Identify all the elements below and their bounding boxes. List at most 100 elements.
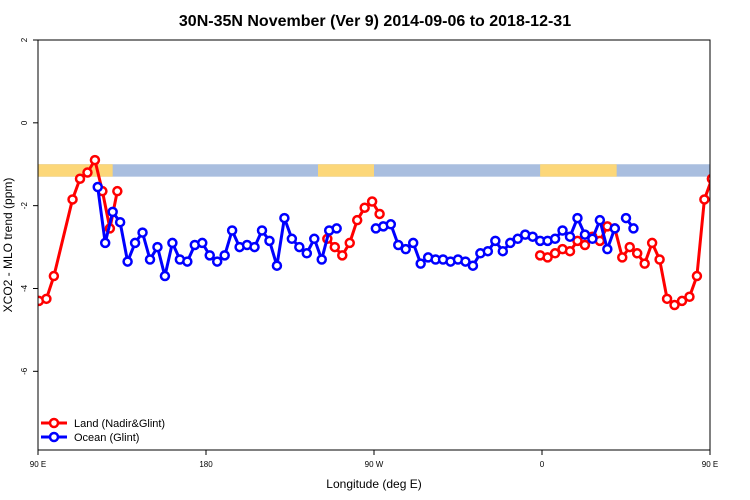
series-1-point-0-4	[122, 256, 133, 267]
series-1-point-2-2	[579, 229, 591, 240]
series-1-point-0-3	[114, 216, 126, 228]
series-1-point-0-18	[226, 225, 238, 236]
series-1-point-1-18	[505, 237, 516, 249]
series-1-point-1-13	[467, 260, 479, 271]
series-1-point-0-0	[92, 181, 103, 193]
band-land-1	[318, 164, 374, 177]
series-1-point-0-5	[129, 237, 141, 249]
series-0-point-1-2	[337, 250, 348, 261]
series-0-point-2-24	[715, 169, 723, 177]
series-0-point-1-4	[351, 214, 363, 226]
series-0-point-0-5	[82, 167, 93, 178]
series-1-point-1-25	[557, 225, 568, 236]
series-1-point-0-9	[159, 270, 171, 282]
series-1-point-4-3	[743, 218, 750, 226]
series-1-point-0-24	[271, 260, 283, 271]
series-1-point-1-16	[490, 235, 501, 247]
legend-item-ocean: Ocean (Glint)	[41, 431, 139, 444]
series-0-point-2-11	[617, 252, 628, 263]
legend: Land (Nadir&Glint) Ocean (Glint)	[41, 417, 165, 444]
chart-title: 30N-35N November (Ver 9) 2014-09-06 to 2…	[179, 13, 571, 30]
series-0-point-1-1	[329, 241, 341, 253]
series-1-point-0-27	[294, 241, 305, 253]
series-0-point-2-19	[676, 295, 688, 307]
series-1-point-0-7	[144, 254, 156, 265]
x-axis-label: Longitude (deg E)	[326, 477, 421, 491]
series-1-point-0-17	[219, 250, 230, 261]
series-1-point-1-19	[512, 233, 523, 245]
band-land-0	[38, 164, 113, 177]
series-1-point-1-15	[482, 245, 494, 257]
series-1-point-0-22	[256, 225, 268, 236]
series-0-point-2-4	[564, 245, 576, 257]
series-0-point-2-21	[691, 270, 703, 282]
y-tick-label-2: -2	[20, 202, 29, 210]
x-tick-label-2: 90 W	[365, 460, 384, 469]
series-1-point-1-6	[415, 258, 426, 269]
y-tick-label-4: -6	[20, 367, 29, 375]
series-0-point-2-1	[542, 252, 553, 263]
series-0-point-2-22	[699, 194, 710, 205]
series-1-point-2-5	[602, 243, 613, 255]
series-1-point-1-17	[497, 245, 509, 257]
series-0-point-1-5	[359, 202, 370, 213]
series-1-point-0-15	[204, 250, 215, 261]
series-1-point-4-2	[736, 208, 744, 216]
series-1-point-3-1	[628, 223, 639, 234]
series-1-point-2-6	[609, 223, 621, 234]
series-layer	[38, 154, 750, 311]
series-0-point-0-3	[67, 194, 78, 205]
series-0-point-0-1	[41, 293, 52, 305]
series-1-point-2-1	[572, 212, 583, 224]
series-1-point-0-28	[301, 248, 313, 259]
series-0-point-2-26	[730, 187, 738, 195]
series-1-point-0-2	[107, 206, 118, 218]
band-land-2	[540, 164, 617, 177]
series-1-point-0-29	[309, 233, 320, 245]
series-0-point-2-23	[706, 173, 710, 184]
series-1-point-1-3	[393, 239, 404, 251]
series-0-point-2-15	[646, 237, 658, 249]
legend-label-ocean: Ocean (Glint)	[74, 432, 139, 444]
series-1-point-1-4	[400, 243, 411, 255]
series-1-point-1-2	[385, 219, 397, 230]
series-0-point-0-9	[112, 185, 123, 197]
series-1-point-0-6	[137, 227, 148, 238]
legend-item-land: Land (Nadir&Glint)	[41, 417, 165, 430]
axes: 90 E 180 90 W 0 90 E 2 0 -2 -4 -6	[20, 37, 718, 469]
series-0-point-2-12	[624, 241, 635, 253]
land-ocean-band	[38, 164, 710, 177]
x-tick-label-1: 180	[199, 460, 213, 469]
series-1-point-0-23	[264, 235, 275, 247]
series-1-point-0-25	[279, 212, 290, 224]
series-0-point-0-6	[89, 154, 101, 166]
series-0-point-2-16	[654, 254, 665, 265]
y-tick-label-1: 0	[20, 120, 29, 125]
series-0-point-1-3	[344, 237, 355, 249]
series-0-point-2-5	[572, 235, 583, 247]
series-0-point-2-2	[549, 248, 561, 259]
series-0-point-2-13	[631, 248, 643, 259]
series-0-point-2-6	[579, 239, 591, 251]
series-1-line-4	[725, 187, 750, 276]
series-1-point-2-4	[594, 214, 606, 226]
series-1-point-0-21	[249, 241, 260, 253]
series-1-point-1-21	[527, 231, 538, 242]
series-1-point-0-16	[211, 256, 223, 267]
series-1-point-4-1	[728, 239, 736, 247]
series-1-point-0-26	[286, 233, 298, 245]
series-0-point-2-25	[723, 156, 731, 164]
series-0-point-2-20	[684, 291, 695, 303]
series-1-point-0-32	[331, 223, 342, 234]
legend-marker-land	[48, 417, 60, 429]
series-1-point-0-8	[152, 241, 163, 253]
y-axis-label: XCO2 - MLO trend (ppm)	[1, 178, 15, 313]
series-0-point-1-7	[374, 208, 385, 220]
x-tick-label-4: 90 E	[702, 460, 718, 469]
series-1-point-0-14	[197, 237, 208, 249]
series-0-point-2-18	[669, 299, 680, 311]
series-0-point-2-14	[639, 258, 650, 269]
series-0-point-0-2	[48, 270, 60, 282]
series-0-point-1-6	[366, 196, 378, 207]
